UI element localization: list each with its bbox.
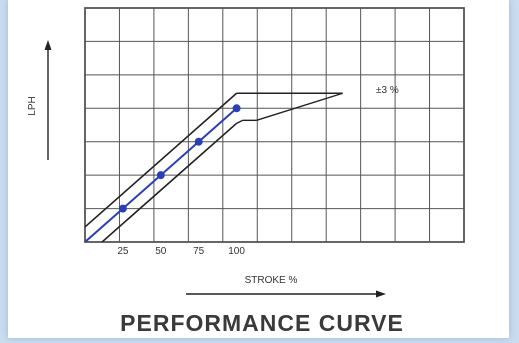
data-point	[194, 137, 203, 146]
data-point	[156, 171, 165, 180]
grid	[84, 7, 465, 243]
callout-lower-step	[236, 119, 243, 124]
y-axis-label: LPH	[27, 96, 38, 115]
tolerance-band	[85, 92, 238, 242]
x-axis-arrow	[186, 290, 386, 298]
x-axis-label: STROKE %	[245, 275, 298, 286]
data-point	[118, 204, 127, 213]
callout-lower-diagonal	[256, 92, 343, 121]
plot-frame	[84, 7, 465, 243]
performance-chart: 25 50 75 100 ±3 % LPH STROKE % PERFORMANCE …	[27, 7, 465, 336]
tolerance-label: ±3 %	[376, 85, 399, 96]
x-tick-label: 75	[193, 246, 205, 257]
data-points	[118, 104, 241, 213]
data-point	[232, 104, 241, 113]
x-tick-label: 25	[117, 246, 129, 257]
x-tick-label: 100	[228, 246, 245, 257]
tolerance-upper-line	[85, 92, 238, 228]
x-tick-label: 50	[155, 246, 167, 257]
tolerance-callout	[236, 92, 343, 124]
tolerance-lower-line	[100, 122, 238, 242]
x-tick-labels: 25 50 75 100	[117, 246, 245, 257]
chart-panel: 25 50 75 100 ±3 % LPH STROKE % PERFORMANCE …	[8, 0, 509, 338]
y-axis-arrow	[44, 40, 52, 160]
chart-title: PERFORMANCE CURVE	[120, 310, 404, 336]
